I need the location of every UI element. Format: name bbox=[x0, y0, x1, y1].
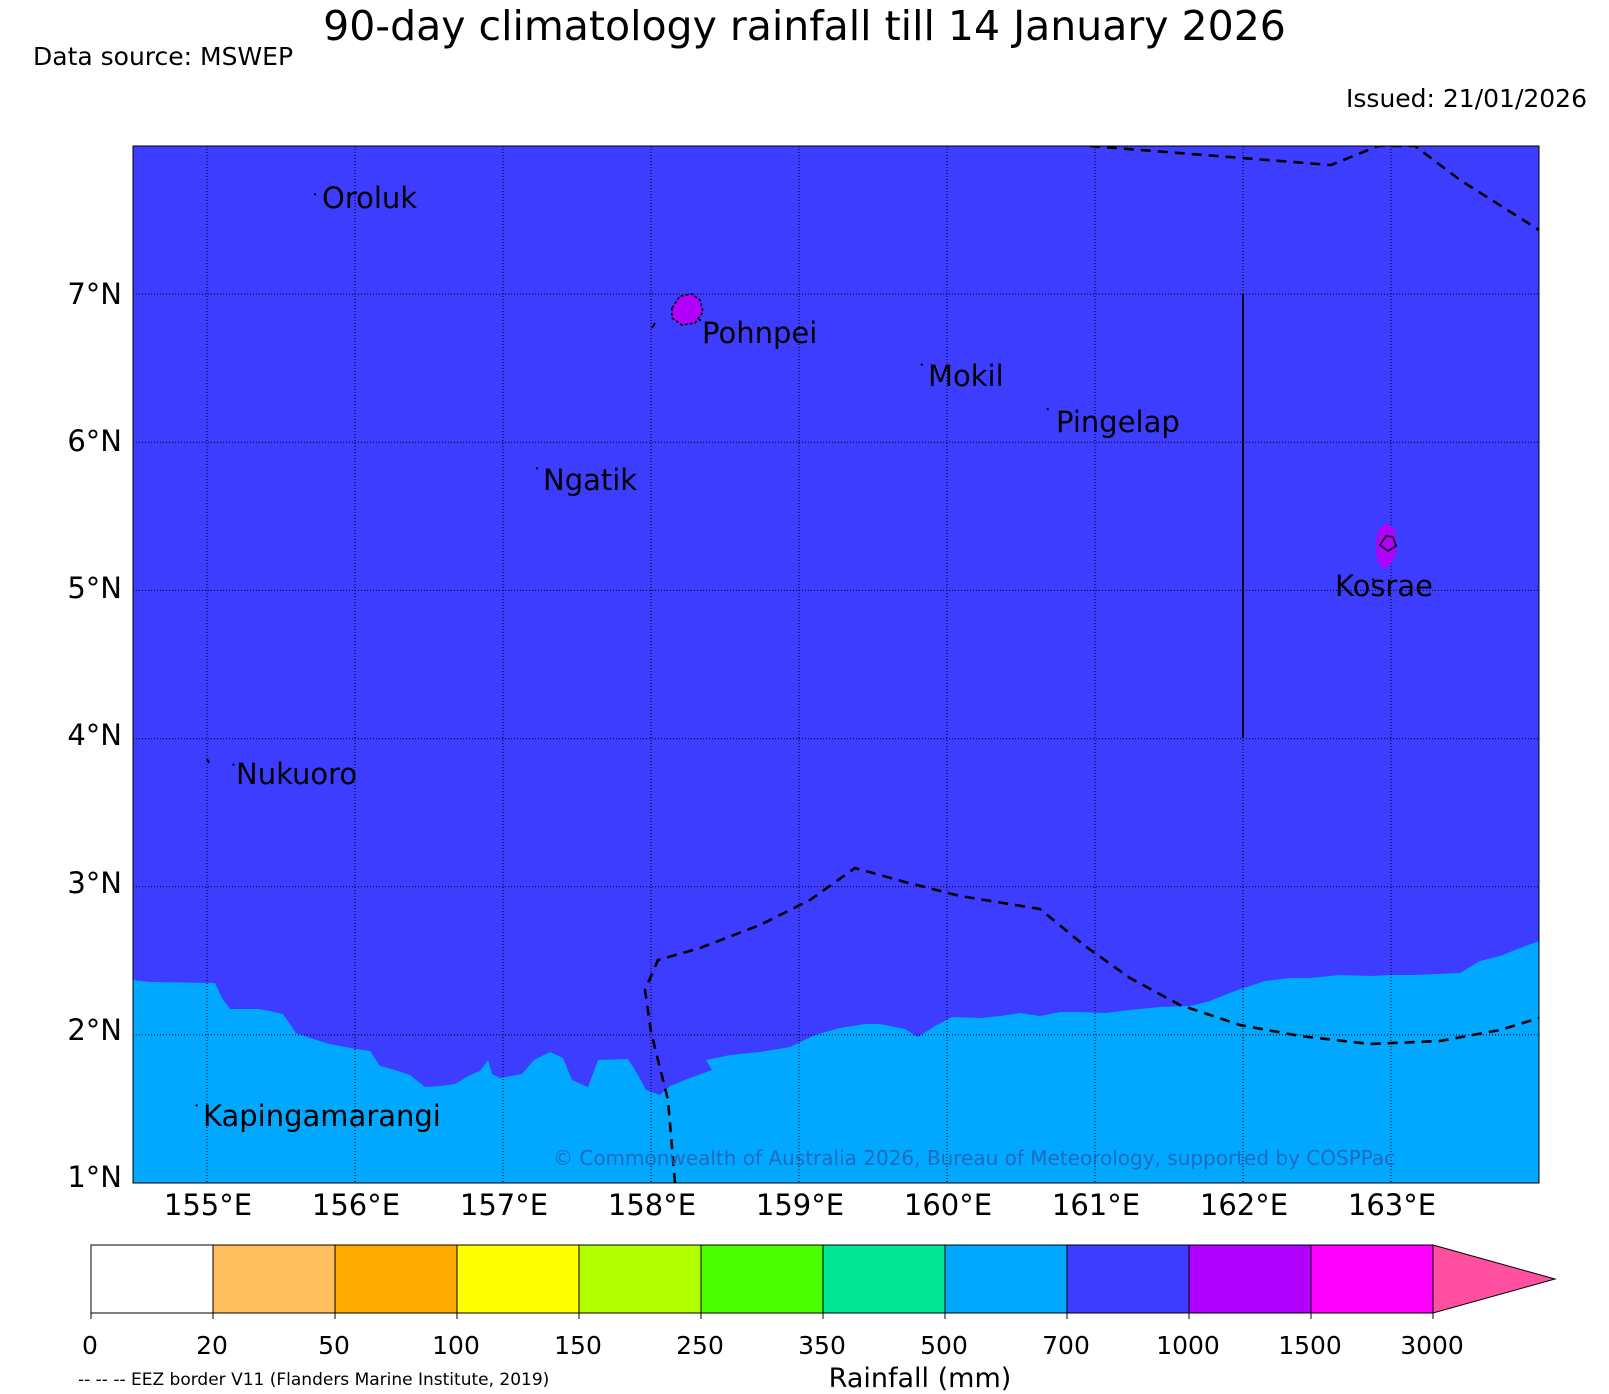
data-source-label: Data source: MSWEP bbox=[33, 42, 294, 71]
lat-label-3n: 3°N bbox=[67, 866, 122, 900]
place-label-ngatik: Ngatik bbox=[543, 463, 638, 497]
island-marker bbox=[1046, 408, 1049, 411]
place-label-mokil: Mokil bbox=[928, 359, 1004, 393]
colorbar-tick: 150 bbox=[554, 1331, 602, 1360]
island-marker bbox=[232, 763, 235, 766]
lon-label-161e: 161°E bbox=[1051, 1188, 1141, 1222]
colorbar-segment bbox=[1188, 1244, 1312, 1314]
lat-label-5n: 5°N bbox=[67, 571, 122, 605]
island-marker bbox=[314, 193, 316, 196]
colorbar-tick: 250 bbox=[676, 1331, 724, 1360]
island-markers bbox=[195, 193, 1375, 1107]
colorbar-title: Rainfall (mm) bbox=[828, 1363, 1012, 1394]
rainfall-band-500-700mm bbox=[133, 941, 1539, 1183]
eez-borders bbox=[643, 146, 1539, 1183]
kosrae-island-outline bbox=[1378, 535, 1397, 552]
lon-label-157e: 157°E bbox=[459, 1188, 549, 1222]
lat-label-7n: 7°N bbox=[67, 277, 122, 311]
island-marker bbox=[651, 322, 656, 329]
eez-border-south bbox=[643, 866, 1539, 1183]
place-label-pohnpei: Pohnpei bbox=[702, 316, 818, 350]
pohnpei-rainfall-1000-1500mm bbox=[671, 293, 704, 326]
place-label-nukuoro: Nukuoro bbox=[236, 757, 358, 791]
island-marker bbox=[920, 363, 923, 366]
lon-label-158e: 158°E bbox=[607, 1188, 697, 1222]
map-frame bbox=[132, 145, 1540, 1184]
colorbar-tick: 3000 bbox=[1400, 1331, 1464, 1360]
eez-border-note: -- -- -- EEZ border V11 (Flanders Marine… bbox=[78, 1370, 550, 1390]
copyright-notice: © Commonwealth of Australia 2026, Bureau… bbox=[553, 1146, 1396, 1170]
colorbar-tick: 100 bbox=[432, 1331, 480, 1360]
lon-label-156e: 156°E bbox=[311, 1188, 401, 1222]
colorbar-tick: 0 bbox=[82, 1331, 98, 1360]
place-label-kosrae: Kosrae bbox=[1335, 569, 1433, 603]
colorbar-tick: 1000 bbox=[1156, 1331, 1220, 1360]
lon-label-163e: 163°E bbox=[1347, 1188, 1437, 1222]
colorbar-segment bbox=[90, 1244, 214, 1314]
place-label-kapingamarangi: Kapingamarangi bbox=[203, 1099, 441, 1133]
colorbar-extend-arrow bbox=[1432, 1244, 1557, 1314]
colorbar-segment bbox=[1066, 1244, 1190, 1314]
colorbar-tick: 350 bbox=[798, 1331, 846, 1360]
lat-label-2n: 2°N bbox=[67, 1013, 122, 1047]
lon-label-155e: 155°E bbox=[163, 1188, 253, 1222]
colorbar-segment bbox=[456, 1244, 580, 1314]
graticule bbox=[133, 146, 1539, 1183]
lon-label-160e: 160°E bbox=[903, 1188, 993, 1222]
lon-label-159e: 159°E bbox=[755, 1188, 845, 1222]
colorbar-tick: 1500 bbox=[1278, 1331, 1342, 1360]
place-label-pingelap: Pingelap bbox=[1056, 405, 1180, 439]
lat-label-6n: 6°N bbox=[67, 424, 122, 458]
lat-label-4n: 4°N bbox=[67, 718, 122, 752]
kosrae-rainfall-1000-1500mm bbox=[1376, 523, 1397, 569]
colorbar-segment bbox=[334, 1244, 458, 1314]
colorbar-segment bbox=[822, 1244, 946, 1314]
colorbar-tick: 500 bbox=[920, 1331, 968, 1360]
island-marker bbox=[1372, 578, 1375, 581]
colorbar-tick: 50 bbox=[318, 1331, 350, 1360]
rainfall-colorbar bbox=[90, 1244, 1557, 1319]
issued-date-label: Issued: 21/01/2026 bbox=[1346, 84, 1587, 113]
colorbar-segment bbox=[1310, 1244, 1434, 1314]
island-marker bbox=[536, 467, 538, 470]
colorbar-segment bbox=[700, 1244, 824, 1314]
colorbar-tick: 700 bbox=[1042, 1331, 1090, 1360]
lat-label-1n: 1°N bbox=[67, 1160, 122, 1194]
map-title: 90-day climatology rainfall till 14 Janu… bbox=[323, 2, 1286, 50]
place-label-oroluk: Oroluk bbox=[322, 181, 418, 215]
lon-label-162e: 162°E bbox=[1199, 1188, 1289, 1222]
island-marker bbox=[206, 758, 210, 764]
colorbar-segment bbox=[578, 1244, 702, 1314]
island-marker bbox=[195, 1104, 198, 1107]
island-marker bbox=[698, 319, 701, 322]
colorbar-segment bbox=[212, 1244, 336, 1314]
colorbar-tick: 20 bbox=[196, 1331, 228, 1360]
colorbar-segment bbox=[944, 1244, 1068, 1314]
